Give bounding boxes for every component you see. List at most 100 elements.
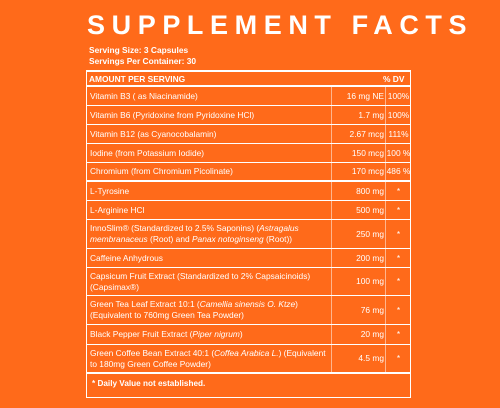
name-part: ) (Equivalent to 760mg Green Tea Powder) — [90, 299, 298, 320]
table-row: Green Coffee Bean Extract 40:1 (Coffea A… — [86, 345, 411, 374]
ingredient-amount: 100 mg — [356, 276, 384, 286]
nutrient-name: Vitamin B12 (as Cyanocobalamin) — [90, 128, 217, 139]
nutrient-name: Chromium (from Chromium Picolinate) — [90, 166, 233, 176]
panel-title: SUPPLEMENT FACTS — [87, 10, 474, 40]
name-part: ) (Equivalent to 180mg Green Coffee Powd… — [90, 347, 326, 369]
ingredient-name: Green Coffee Bean Extract 40:1 (Coffea A… — [90, 345, 330, 372]
column-divider — [385, 163, 386, 180]
column-divider — [385, 106, 386, 124]
servings-per-container: Servings Per Container: 30 — [89, 56, 197, 66]
ingredient-amount: 76 mg — [360, 304, 384, 315]
nutrient-amount: 150 mcg — [351, 147, 384, 158]
ingredient-name: Green Tea Leaf Extract 10:1 (Camellia si… — [90, 296, 330, 324]
ingredient-amount: 4.5 mg — [358, 353, 384, 363]
ingredient-amount: 20 mg — [360, 329, 384, 339]
ingredient-dv: * — [396, 204, 401, 215]
name-part-italic: Astragalus membranaceus — [90, 223, 299, 244]
column-divider — [331, 87, 332, 105]
column-divider — [331, 268, 332, 295]
ingredient-dv: * — [396, 185, 401, 196]
ingredient-amount: 800 mg — [356, 185, 384, 196]
name-part: InnoSlim® (Standardized to 2.5% Saponins… — [90, 223, 260, 233]
column-divider — [331, 125, 332, 143]
table-row: Caffeine Anhydrous 200 mg * — [86, 249, 411, 268]
column-divider — [331, 249, 332, 267]
name-part-italic: Piper nigrum — [192, 329, 240, 339]
table-row: Black Pepper Fruit Extract (Piper nigrum… — [86, 325, 411, 345]
nutrient-amount: 170 mcg — [351, 166, 384, 176]
nutrient-dv: 100% — [387, 90, 410, 101]
ingredient-name: InnoSlim® (Standardized to 2.5% Saponins… — [90, 220, 330, 248]
table-row: Vitamin B12 (as Cyanocobalamin) 2.67 mcg… — [86, 125, 411, 144]
nutrient-dv: 486 % — [386, 166, 411, 176]
ingredient-dv: * — [396, 252, 401, 263]
ingredient-dv: * — [396, 329, 401, 339]
dv-header: % DV — [383, 74, 405, 84]
ingredient-dv: * — [396, 228, 401, 239]
nutrient-dv: 111% — [388, 128, 409, 139]
ingredient-amount: 200 mg — [356, 252, 384, 263]
ingredient-name: Caffeine Anhydrous — [90, 252, 163, 263]
table-row: Vitamin B6 (Pyridoxine from Pyridoxine H… — [86, 106, 411, 125]
column-divider — [385, 220, 386, 248]
nutrient-dv: 100% — [387, 109, 410, 120]
ingredient-name: L-Arginine HCl — [90, 204, 145, 215]
name-part: (Root)) — [263, 234, 293, 244]
name-part: Green Tea Leaf Extract 10:1 ( — [90, 299, 200, 309]
column-divider — [385, 201, 386, 219]
column-divider — [385, 296, 386, 324]
nutrient-name: Vitamin B6 (Pyridoxine from Pyridoxine H… — [90, 109, 255, 120]
column-divider — [331, 201, 332, 219]
column-divider — [331, 325, 332, 344]
ingredient-amount: 500 mg — [356, 204, 384, 215]
ingredient-dv: * — [396, 304, 401, 315]
column-divider — [385, 325, 386, 344]
ingredient-name: L-Tyrosine — [90, 185, 130, 196]
name-part-italic: Camellia sinensis O. Ktze — [199, 299, 296, 309]
table-row: Green Tea Leaf Extract 10:1 (Camellia si… — [86, 296, 411, 325]
nutrient-amount: 16 mg NE — [346, 90, 384, 101]
nutrient-amount: 2.67 mcg — [349, 128, 384, 139]
column-divider — [331, 163, 332, 180]
table-row: L-Arginine HCl 500 mg * — [86, 201, 411, 220]
column-divider — [385, 125, 386, 143]
ingredient-dv: * — [396, 353, 401, 363]
name-part-italic: Coffea Arabica L. — [214, 347, 279, 358]
column-divider — [331, 296, 332, 324]
name-part: Black Pepper Fruit Extract ( — [90, 329, 193, 339]
ingredient-name: Black Pepper Fruit Extract (Piper nigrum… — [90, 325, 330, 344]
table-row: Capsicum Fruit Extract (Standardized to … — [86, 268, 411, 296]
nutrient-dv: 100 % — [386, 147, 411, 158]
column-divider — [385, 345, 386, 372]
nutrient-amount: 1.7 mg — [358, 109, 384, 120]
nutrient-name: Vitamin B3 ( as Niacinamide) — [90, 90, 198, 101]
column-divider — [385, 268, 386, 295]
column-divider — [331, 182, 332, 200]
ingredient-dv: * — [396, 276, 401, 286]
column-divider — [385, 182, 386, 200]
table-header: AMOUNT PER SERVING % DV — [86, 70, 411, 87]
name-part-italic: Panax notoginseng — [191, 234, 264, 244]
table-row: L-Tyrosine 800 mg * — [86, 182, 411, 201]
ingredient-amount: 250 mg — [356, 228, 384, 239]
name-part: ) — [239, 329, 243, 339]
table-row: InnoSlim® (Standardized to 2.5% Saponins… — [86, 220, 411, 249]
daily-value-footnote: * Daily Value not established. — [92, 379, 206, 388]
column-divider — [331, 220, 332, 248]
amount-per-serving-header: AMOUNT PER SERVING — [89, 74, 186, 84]
serving-size: Serving Size: 3 Capsules — [89, 45, 189, 55]
ingredient-name: Capsicum Fruit Extract (Standardized to … — [90, 270, 311, 292]
column-divider — [385, 249, 386, 267]
nutrient-name: Iodine (from Potassium Iodide) — [90, 147, 205, 158]
table-row: Chromium (from Chromium Picolinate) 170 … — [86, 163, 411, 182]
column-divider — [331, 345, 332, 372]
column-divider — [331, 144, 332, 162]
name-part: Green Coffee Bean Extract 40:1 ( — [90, 347, 215, 358]
name-part: (Root) and — [147, 234, 192, 244]
table-row: Vitamin B3 ( as Niacinamide) 16 mg NE 10… — [86, 87, 411, 106]
column-divider — [385, 87, 386, 105]
column-divider — [331, 106, 332, 124]
column-divider — [385, 144, 386, 162]
table-row: Iodine (from Potassium Iodide) 150 mcg 1… — [86, 144, 411, 163]
